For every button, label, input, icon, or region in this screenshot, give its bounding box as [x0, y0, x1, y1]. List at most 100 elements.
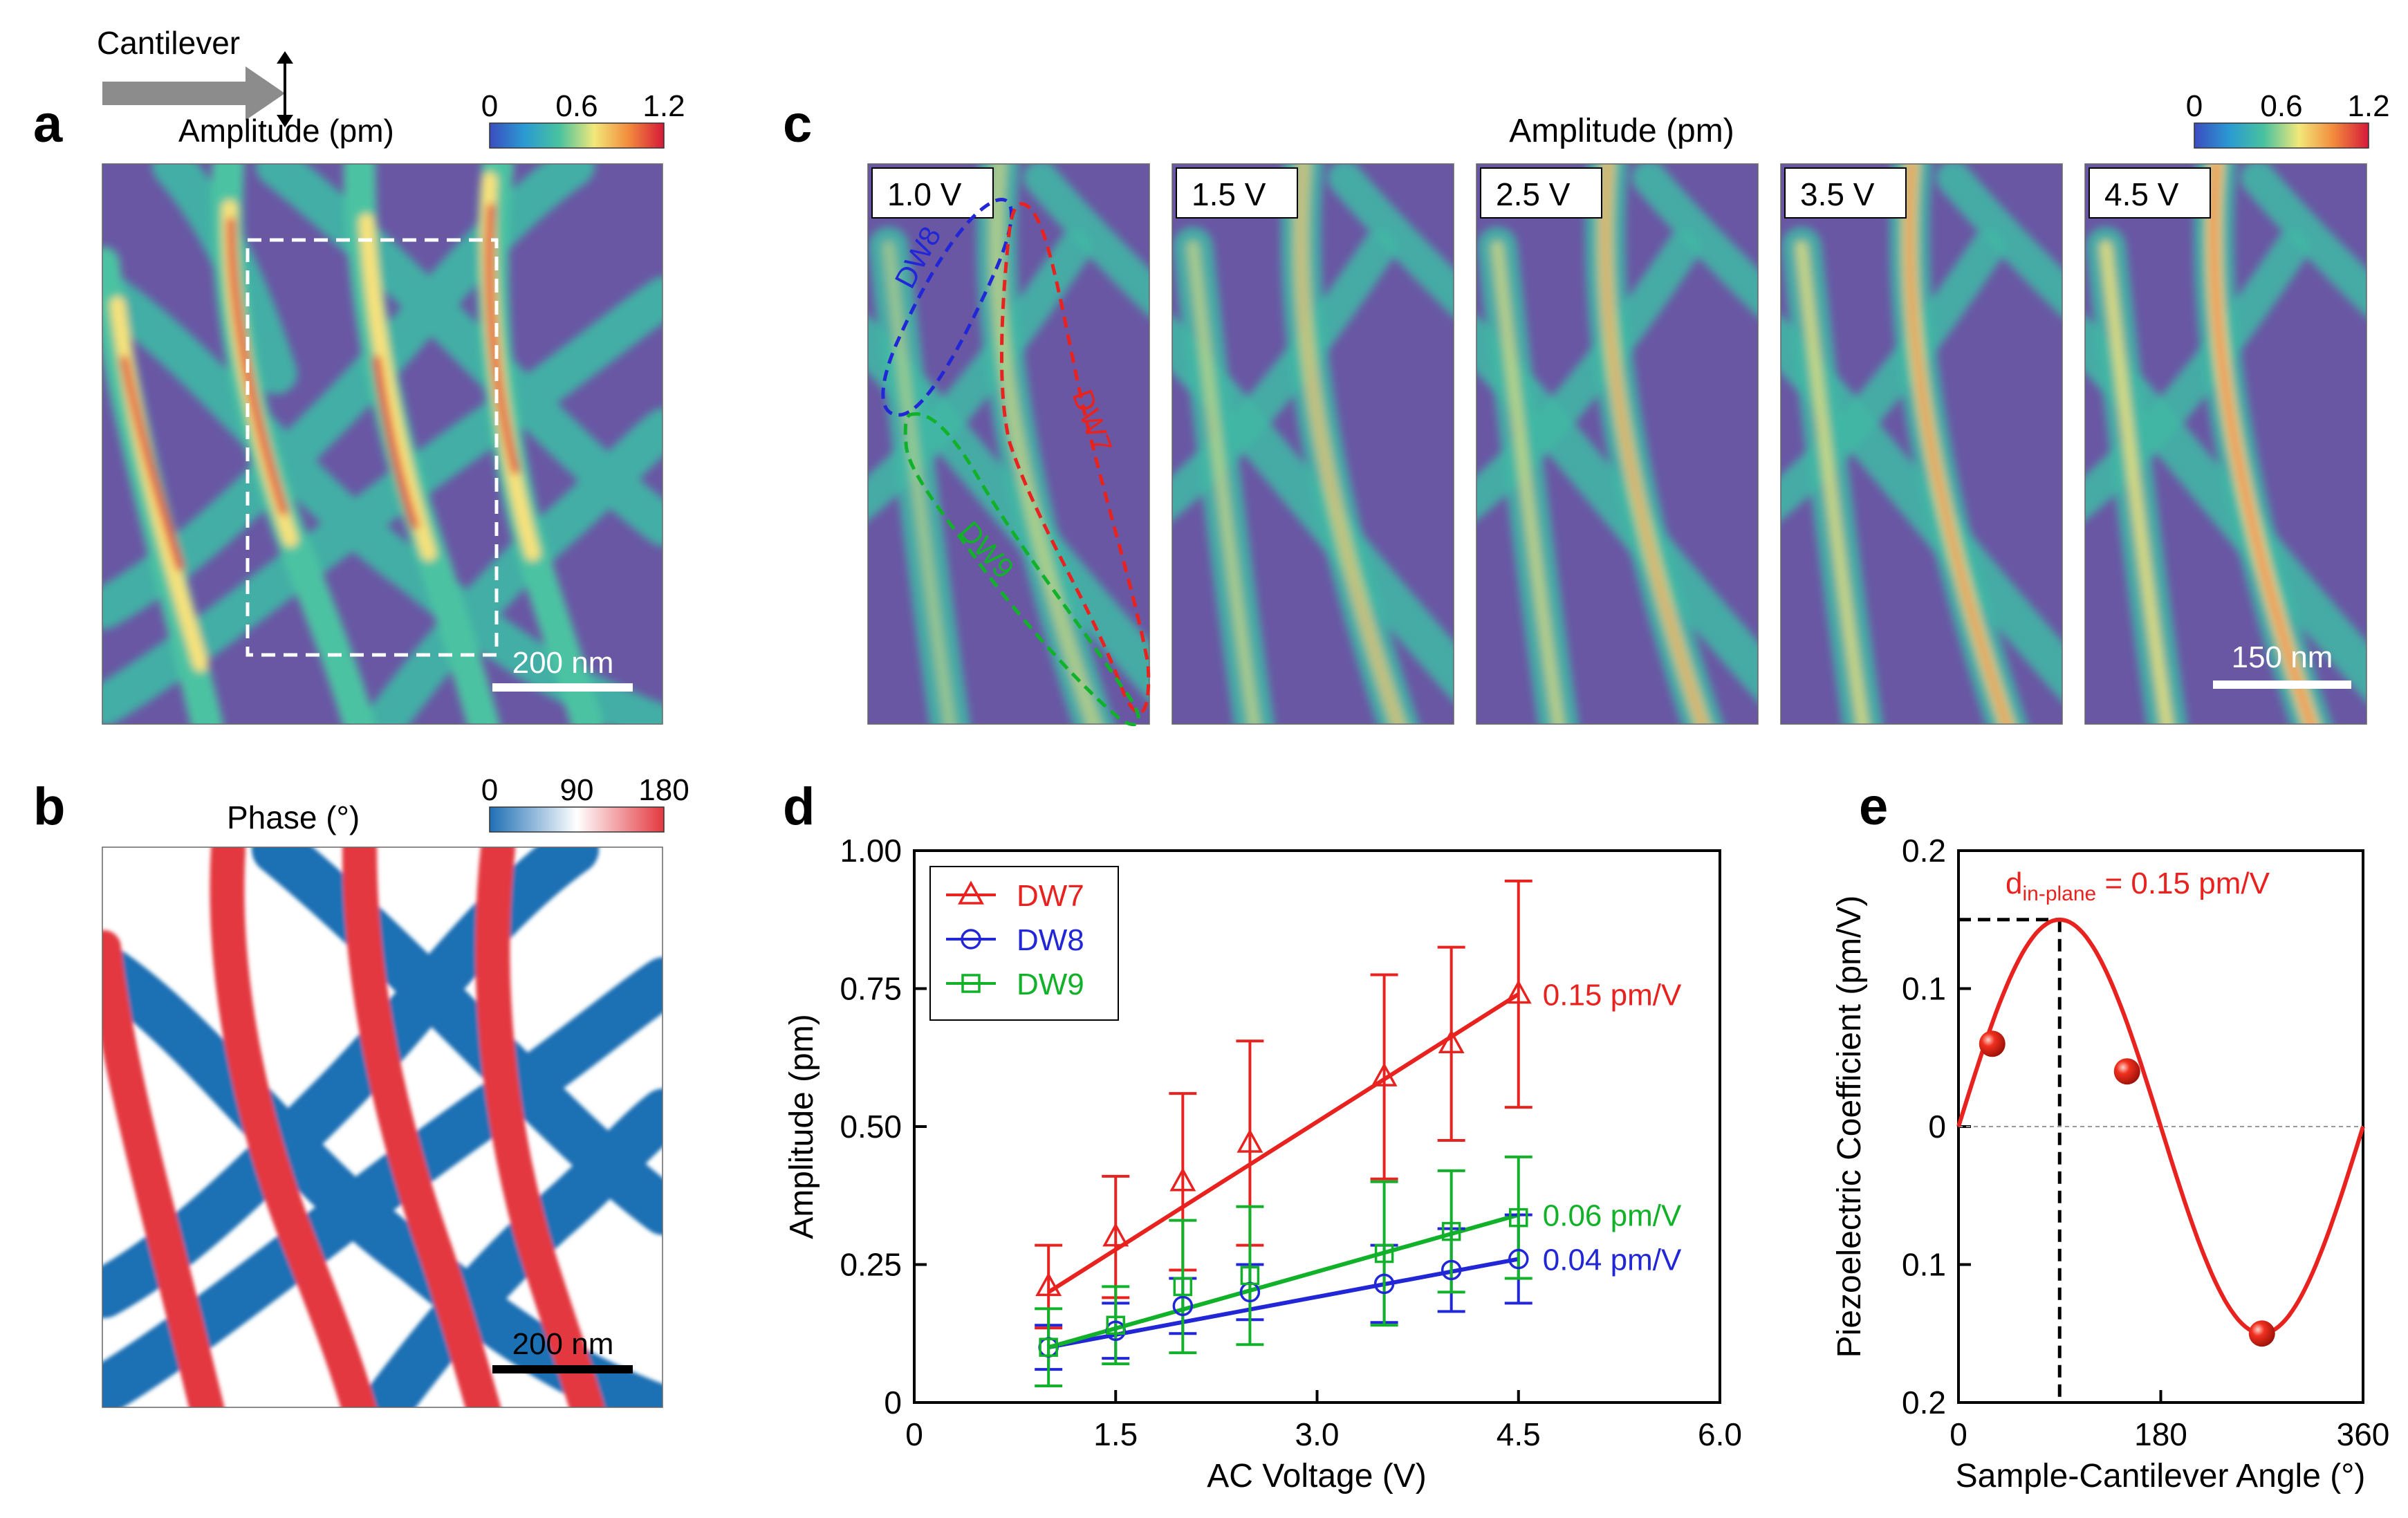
y-tick-label: 0.2 [1902, 833, 1946, 869]
frame-image [868, 164, 1149, 724]
rate-label-dw7: 0.15 pm/V [1543, 978, 1682, 1012]
error-bar [1102, 1285, 1130, 1366]
scale-bar-b-label: 200 nm [512, 1327, 614, 1361]
y-tick-label: 1.00 [840, 833, 902, 869]
annotation-value: = 0.15 pm/V [2096, 867, 2270, 900]
dw-outlines [881, 198, 1151, 727]
legend-marker [961, 929, 981, 950]
data-point-dw8 [1373, 1273, 1395, 1295]
frame-3: 2.5 V [1476, 163, 1759, 725]
frame-1: 1.0 V [867, 163, 1150, 725]
y-tick-label: 0.75 [840, 971, 902, 1007]
data-point-dw9 [1240, 1266, 1260, 1286]
measured-point [1979, 1030, 2006, 1057]
colorbar-tick-b-0: 0 [481, 773, 498, 807]
frame-voltage-label: 1.5 V [1192, 176, 1266, 212]
rate-label-dw9: 0.06 pm/V [1543, 1199, 1682, 1233]
chart-e: Sample-Cantilever Angle (°) Piezoelectri… [1831, 833, 2389, 1494]
data-point-dw7 [1438, 1029, 1465, 1054]
frame-voltage-label: 4.5 V [2104, 176, 2179, 212]
chart-d-xlabel: AC Voltage (V) [1207, 1458, 1426, 1494]
legend-box [929, 866, 1119, 1021]
x-tick-label: 1.5 [1093, 1416, 1138, 1452]
legend-label-dw8: DW8 [1017, 923, 1084, 957]
error-bar [1370, 973, 1398, 1181]
data-point-dw9 [1039, 1337, 1058, 1357]
frame-4: 3.5 V [1780, 163, 2063, 725]
data-point-dw7 [1237, 1129, 1263, 1153]
data-point-dw7 [1169, 1167, 1196, 1192]
cantilever-arrow [102, 51, 293, 127]
colorbar-tick-a-1: 0.6 [555, 89, 598, 123]
colorbar-tick-c-0: 0 [2186, 89, 2203, 123]
legend-label-dw7: DW7 [1017, 879, 1084, 913]
fit-line-dw9 [1048, 1212, 1519, 1350]
error-bar [1169, 1219, 1197, 1355]
y-tick-label: 0.1 [1902, 1247, 1946, 1283]
panel-c-title: Amplitude (pm) [1509, 113, 1734, 149]
colorbar-tick-c-1: 0.6 [2260, 89, 2302, 123]
data-point-dw9 [1173, 1277, 1193, 1297]
error-bar [1437, 945, 1465, 1142]
measured-point [2113, 1058, 2140, 1085]
y-tick-label: 0 [1928, 1109, 1946, 1145]
legend-marker [961, 974, 981, 993]
voltage-frames: 1.0 V 1.5 V 2.5 V 3.5 V 4.5 V [867, 163, 2367, 725]
y-tick-label: 0.1 [1902, 971, 1946, 1007]
frame-voltage-label: 3.5 V [1800, 176, 1875, 212]
data-point-dw9 [1374, 1243, 1394, 1264]
amplitude-map-a [102, 164, 663, 724]
colorbar-tick-c-2: 1.2 [2347, 89, 2389, 123]
fit-line-dw8 [1048, 1257, 1519, 1350]
cantilever-label: Cantilever [97, 25, 240, 61]
phase-colorbar [489, 806, 665, 833]
data-point-dw7 [1102, 1222, 1129, 1247]
rate-label-dw8: 0.04 pm/V [1543, 1243, 1682, 1277]
data-point-dw9 [1509, 1207, 1528, 1228]
amplitude-colorbar-title: Amplitude (pm) [178, 113, 394, 149]
y-tick-label: 0.25 [840, 1247, 902, 1283]
frame-voltage-label: 1.0 V [887, 176, 962, 212]
panel-label-d: d [783, 777, 815, 836]
x-tick-label: 180 [2134, 1416, 2187, 1452]
amplitude-colorbar [489, 122, 665, 149]
frame-voltage-label: 2.5 V [1496, 176, 1571, 212]
frame-5: 4.5 V [2084, 163, 2367, 725]
x-tick-label: 0 [905, 1416, 923, 1452]
colorbar-tick-a-2: 1.2 [642, 89, 685, 123]
frame-label-box [1784, 167, 1907, 219]
data-point-dw8 [1441, 1259, 1462, 1281]
error-bar [1102, 1174, 1130, 1299]
y-tick-label: 0 [884, 1385, 902, 1420]
colorbar-tick-b-2: 180 [638, 773, 689, 807]
x-tick-label: 4.5 [1497, 1416, 1541, 1452]
y-tick-label: 0.50 [840, 1109, 902, 1145]
data-point-dw7 [1035, 1272, 1062, 1297]
x-tick-label: 360 [2337, 1416, 2390, 1452]
x-tick-label: 6.0 [1698, 1416, 1742, 1452]
panel-label-a: a [33, 95, 63, 154]
colorbar-tick-a-0: 0 [481, 89, 498, 123]
phase-colorbar-title: Phase (°) [227, 799, 360, 835]
error-bar [1504, 879, 1532, 1109]
colorbar-tick-b-1: 90 [560, 773, 594, 807]
y-tick-label: 0.2 [1902, 1385, 1946, 1420]
x-tick-label: 3.0 [1295, 1416, 1340, 1452]
frame-label-box [871, 167, 994, 219]
chart-d-legend: DW7 DW8 DW9 [929, 866, 1119, 1021]
annotation-d: d [2006, 867, 2022, 900]
data-point-dw9 [1106, 1315, 1125, 1335]
frame-image [2085, 164, 2367, 724]
panel-label-b: b [33, 777, 65, 836]
amplitude-colorbar-c [2194, 122, 2369, 149]
x-tick-label: 0 [1949, 1416, 1967, 1452]
frame-image [1476, 164, 1758, 724]
chart-d: AC Voltage (V) Amplitude (pm) 0 1.5 3.0 4.5… [784, 833, 1742, 1494]
dw8-outline [881, 198, 1013, 417]
chart-e-ylabel: Piezoelectric Coefficient (pm/V) [1831, 896, 1868, 1358]
error-bar [1437, 1169, 1465, 1294]
legend-marker [958, 880, 984, 905]
panel-label-e: e [1859, 777, 1888, 836]
frame-label-box [1176, 167, 1298, 219]
